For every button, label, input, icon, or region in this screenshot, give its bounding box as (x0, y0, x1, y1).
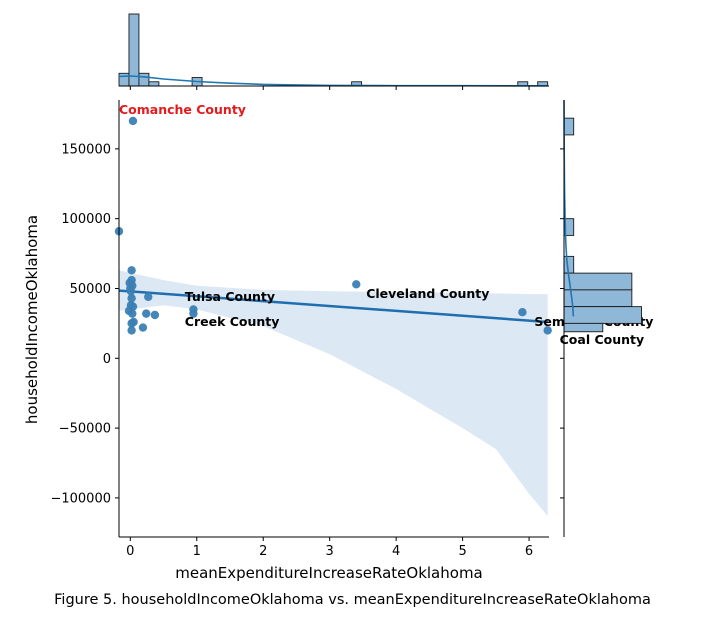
data-point (127, 326, 136, 335)
data-point (144, 292, 153, 302)
right-histogram-bar (563, 117, 575, 136)
data-point (150, 310, 160, 320)
data-point (128, 309, 137, 318)
point-annotation: Coal County (560, 332, 645, 347)
y-tick-label: −50000 (59, 422, 111, 437)
top-histogram-bar (138, 72, 150, 87)
data-point (142, 309, 151, 318)
jointplot-chart: Comanche County Tulsa County Creek County C… (23, 13, 653, 582)
right-histogram-bar (563, 272, 633, 291)
x-tick-label: 3 (326, 544, 334, 559)
top-kde-curve (118, 75, 548, 87)
top-histogram-bar (118, 72, 130, 87)
point-annotation: Creek County (185, 314, 280, 329)
x-tick-label: 1 (193, 544, 201, 559)
data-point (128, 116, 138, 126)
y-tick-label: −100000 (50, 491, 111, 506)
data-point (127, 294, 136, 303)
x-tick-label: 6 (525, 544, 533, 559)
data-point (138, 323, 148, 332)
data-point (543, 326, 552, 335)
x-axis-label: meanExpenditureIncreaseRateOklahoma (175, 564, 483, 582)
data-point (127, 319, 136, 328)
y-tick-label: 100000 (61, 212, 111, 227)
x-tick-label: 4 (392, 544, 400, 559)
data-point (127, 266, 136, 275)
y-axis-label: householdIncomeOklahoma (23, 215, 41, 424)
y-tick-label: 150000 (61, 142, 111, 157)
data-point (126, 287, 136, 296)
regression-line (118, 289, 548, 324)
right-histogram-bar (563, 289, 633, 308)
data-point (189, 309, 198, 318)
x-tick-label: 2 (259, 544, 267, 559)
y-tick-label: 0 (103, 352, 111, 367)
figure-caption: Figure 5. householdIncomeOklahoma vs. me… (54, 592, 651, 608)
top-histogram-bar (128, 13, 140, 87)
x-tick-label: 5 (458, 544, 466, 559)
x-tick-label: 0 (126, 544, 134, 559)
data-point (352, 280, 361, 289)
right-histogram-bar (563, 306, 642, 324)
data-point (518, 308, 527, 317)
confidence-band (119, 270, 548, 517)
point-annotation: Cleveland County (366, 286, 489, 301)
point-annotation: Comanche County (119, 102, 246, 117)
top-histogram-bar (148, 81, 160, 87)
y-tick-label: 50000 (70, 282, 111, 297)
point-annotation: Tulsa County (185, 289, 275, 304)
right-histogram-bar (563, 322, 604, 333)
